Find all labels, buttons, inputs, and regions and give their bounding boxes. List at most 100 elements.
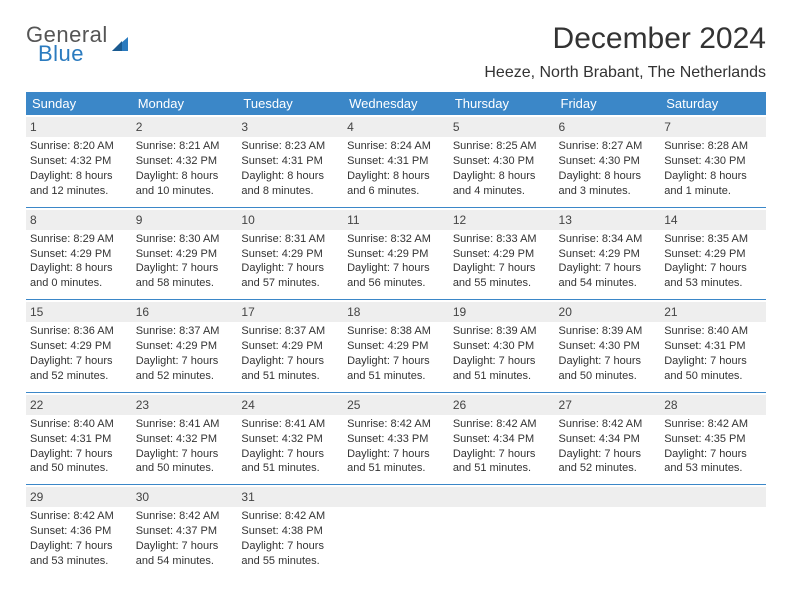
day-number: 13	[555, 210, 661, 230]
day-details: Sunrise: 8:32 AMSunset: 4:29 PMDaylight:…	[347, 232, 445, 291]
calendar-cell: 26Sunrise: 8:42 AMSunset: 4:34 PMDayligh…	[449, 392, 555, 485]
day-number: 27	[555, 395, 661, 415]
day-details: Sunrise: 8:42 AMSunset: 4:37 PMDaylight:…	[136, 509, 234, 568]
day-details: Sunrise: 8:37 AMSunset: 4:29 PMDaylight:…	[136, 324, 234, 383]
day-number: 23	[132, 395, 238, 415]
day-details: Sunrise: 8:20 AMSunset: 4:32 PMDaylight:…	[30, 139, 128, 198]
logo-text: General Blue	[26, 24, 108, 65]
calendar-cell	[555, 485, 661, 577]
day-details: Sunrise: 8:27 AMSunset: 4:30 PMDaylight:…	[559, 139, 657, 198]
calendar-cell: 25Sunrise: 8:42 AMSunset: 4:33 PMDayligh…	[343, 392, 449, 485]
calendar-cell: 13Sunrise: 8:34 AMSunset: 4:29 PMDayligh…	[555, 207, 661, 300]
col-friday: Friday	[555, 92, 661, 115]
day-number: 17	[237, 302, 343, 322]
day-header-row: Sunday Monday Tuesday Wednesday Thursday…	[26, 92, 766, 115]
day-number: 2	[132, 117, 238, 137]
calendar-cell: 20Sunrise: 8:39 AMSunset: 4:30 PMDayligh…	[555, 300, 661, 393]
day-number-empty	[555, 487, 661, 507]
day-number: 15	[26, 302, 132, 322]
day-number: 20	[555, 302, 661, 322]
calendar-cell: 22Sunrise: 8:40 AMSunset: 4:31 PMDayligh…	[26, 392, 132, 485]
day-number: 26	[449, 395, 555, 415]
day-number: 30	[132, 487, 238, 507]
day-number: 18	[343, 302, 449, 322]
day-number: 9	[132, 210, 238, 230]
calendar-cell: 1Sunrise: 8:20 AMSunset: 4:32 PMDaylight…	[26, 115, 132, 207]
day-number: 3	[237, 117, 343, 137]
calendar-cell: 5Sunrise: 8:25 AMSunset: 4:30 PMDaylight…	[449, 115, 555, 207]
day-number: 28	[660, 395, 766, 415]
day-details: Sunrise: 8:23 AMSunset: 4:31 PMDaylight:…	[241, 139, 339, 198]
calendar-table: Sunday Monday Tuesday Wednesday Thursday…	[26, 92, 766, 577]
calendar-cell	[449, 485, 555, 577]
calendar-cell: 23Sunrise: 8:41 AMSunset: 4:32 PMDayligh…	[132, 392, 238, 485]
day-number: 25	[343, 395, 449, 415]
day-details: Sunrise: 8:39 AMSunset: 4:30 PMDaylight:…	[559, 324, 657, 383]
day-number: 24	[237, 395, 343, 415]
col-sunday: Sunday	[26, 92, 132, 115]
day-details: Sunrise: 8:36 AMSunset: 4:29 PMDaylight:…	[30, 324, 128, 383]
calendar-cell: 24Sunrise: 8:41 AMSunset: 4:32 PMDayligh…	[237, 392, 343, 485]
day-number: 29	[26, 487, 132, 507]
calendar-cell: 11Sunrise: 8:32 AMSunset: 4:29 PMDayligh…	[343, 207, 449, 300]
day-details: Sunrise: 8:31 AMSunset: 4:29 PMDaylight:…	[241, 232, 339, 291]
calendar-cell: 19Sunrise: 8:39 AMSunset: 4:30 PMDayligh…	[449, 300, 555, 393]
day-number: 10	[237, 210, 343, 230]
day-details: Sunrise: 8:35 AMSunset: 4:29 PMDaylight:…	[664, 232, 762, 291]
day-number: 6	[555, 117, 661, 137]
day-details: Sunrise: 8:41 AMSunset: 4:32 PMDaylight:…	[241, 417, 339, 476]
day-details: Sunrise: 8:28 AMSunset: 4:30 PMDaylight:…	[664, 139, 762, 198]
day-details: Sunrise: 8:42 AMSunset: 4:36 PMDaylight:…	[30, 509, 128, 568]
day-details: Sunrise: 8:42 AMSunset: 4:38 PMDaylight:…	[241, 509, 339, 568]
calendar-week-row: 29Sunrise: 8:42 AMSunset: 4:36 PMDayligh…	[26, 485, 766, 577]
day-details: Sunrise: 8:33 AMSunset: 4:29 PMDaylight:…	[453, 232, 551, 291]
day-number: 5	[449, 117, 555, 137]
day-details: Sunrise: 8:40 AMSunset: 4:31 PMDaylight:…	[30, 417, 128, 476]
day-number: 11	[343, 210, 449, 230]
day-details: Sunrise: 8:39 AMSunset: 4:30 PMDaylight:…	[453, 324, 551, 383]
month-title: December 2024	[484, 22, 766, 56]
calendar-cell: 18Sunrise: 8:38 AMSunset: 4:29 PMDayligh…	[343, 300, 449, 393]
calendar-cell: 29Sunrise: 8:42 AMSunset: 4:36 PMDayligh…	[26, 485, 132, 577]
day-number-empty	[660, 487, 766, 507]
day-number-empty	[449, 487, 555, 507]
calendar-cell: 17Sunrise: 8:37 AMSunset: 4:29 PMDayligh…	[237, 300, 343, 393]
calendar-page: General Blue December 2024 Heeze, North …	[0, 0, 792, 577]
calendar-week-row: 22Sunrise: 8:40 AMSunset: 4:31 PMDayligh…	[26, 392, 766, 485]
calendar-cell: 4Sunrise: 8:24 AMSunset: 4:31 PMDaylight…	[343, 115, 449, 207]
calendar-cell: 7Sunrise: 8:28 AMSunset: 4:30 PMDaylight…	[660, 115, 766, 207]
calendar-cell: 16Sunrise: 8:37 AMSunset: 4:29 PMDayligh…	[132, 300, 238, 393]
calendar-cell: 9Sunrise: 8:30 AMSunset: 4:29 PMDaylight…	[132, 207, 238, 300]
day-number: 16	[132, 302, 238, 322]
day-details: Sunrise: 8:21 AMSunset: 4:32 PMDaylight:…	[136, 139, 234, 198]
day-details: Sunrise: 8:34 AMSunset: 4:29 PMDaylight:…	[559, 232, 657, 291]
calendar-cell: 2Sunrise: 8:21 AMSunset: 4:32 PMDaylight…	[132, 115, 238, 207]
day-details: Sunrise: 8:24 AMSunset: 4:31 PMDaylight:…	[347, 139, 445, 198]
logo-word-blue: Blue	[38, 43, 108, 65]
logo-sail-icon	[110, 33, 132, 60]
header: General Blue December 2024 Heeze, North …	[26, 22, 766, 82]
calendar-cell	[343, 485, 449, 577]
day-number: 8	[26, 210, 132, 230]
brand-logo: General Blue	[26, 22, 132, 65]
calendar-cell: 21Sunrise: 8:40 AMSunset: 4:31 PMDayligh…	[660, 300, 766, 393]
day-number: 21	[660, 302, 766, 322]
day-number: 31	[237, 487, 343, 507]
calendar-week-row: 15Sunrise: 8:36 AMSunset: 4:29 PMDayligh…	[26, 300, 766, 393]
day-details: Sunrise: 8:42 AMSunset: 4:33 PMDaylight:…	[347, 417, 445, 476]
day-details: Sunrise: 8:42 AMSunset: 4:35 PMDaylight:…	[664, 417, 762, 476]
col-tuesday: Tuesday	[237, 92, 343, 115]
calendar-cell: 10Sunrise: 8:31 AMSunset: 4:29 PMDayligh…	[237, 207, 343, 300]
day-number: 22	[26, 395, 132, 415]
location-text: Heeze, North Brabant, The Netherlands	[484, 64, 766, 82]
col-monday: Monday	[132, 92, 238, 115]
calendar-cell: 31Sunrise: 8:42 AMSunset: 4:38 PMDayligh…	[237, 485, 343, 577]
calendar-cell	[660, 485, 766, 577]
title-block: December 2024 Heeze, North Brabant, The …	[484, 22, 766, 82]
col-saturday: Saturday	[660, 92, 766, 115]
day-details: Sunrise: 8:25 AMSunset: 4:30 PMDaylight:…	[453, 139, 551, 198]
day-details: Sunrise: 8:38 AMSunset: 4:29 PMDaylight:…	[347, 324, 445, 383]
day-details: Sunrise: 8:37 AMSunset: 4:29 PMDaylight:…	[241, 324, 339, 383]
day-details: Sunrise: 8:29 AMSunset: 4:29 PMDaylight:…	[30, 232, 128, 291]
calendar-cell: 15Sunrise: 8:36 AMSunset: 4:29 PMDayligh…	[26, 300, 132, 393]
